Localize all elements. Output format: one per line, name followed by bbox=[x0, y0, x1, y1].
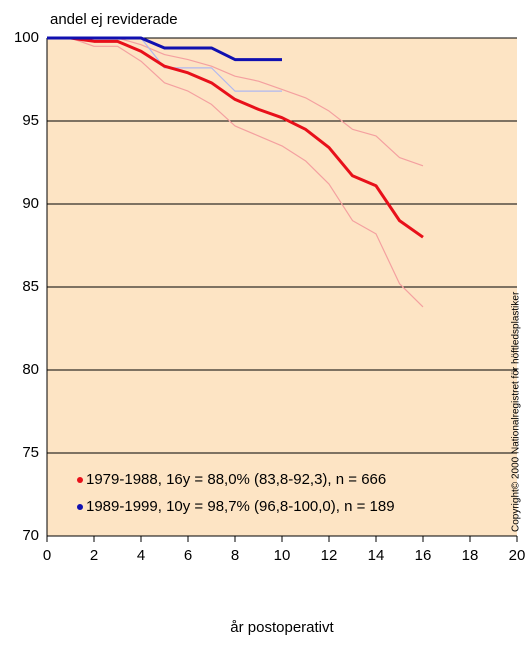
series-line bbox=[47, 36, 424, 239]
x-axis-label: år postoperativt bbox=[230, 619, 334, 636]
legend-marker bbox=[77, 504, 83, 510]
y-tick-label: 75 bbox=[22, 444, 39, 461]
x-tick-label: 16 bbox=[415, 547, 432, 564]
x-tick-label: 18 bbox=[462, 547, 479, 564]
y-tick-label: 85 bbox=[22, 278, 39, 295]
x-tick-label: 12 bbox=[321, 547, 338, 564]
legend-label: 1989-1999, 10y = 98,7% (96,8-100,0), n =… bbox=[86, 498, 395, 515]
x-tick-label: 8 bbox=[231, 547, 239, 564]
y-tick-label: 80 bbox=[22, 361, 39, 378]
copyright: Copyright© 2000 Nationalregistret för hö… bbox=[511, 291, 522, 532]
y-tick-label: 100 bbox=[14, 29, 39, 46]
x-tick-label: 0 bbox=[43, 547, 51, 564]
y-tick-label: 95 bbox=[22, 112, 39, 129]
series-line bbox=[47, 37, 424, 308]
x-tick-label: 4 bbox=[137, 547, 145, 564]
x-tick-label: 2 bbox=[90, 547, 98, 564]
x-tick-label: 14 bbox=[368, 547, 385, 564]
chart-title: andel ej reviderade bbox=[50, 11, 178, 28]
x-tick-label: 20 bbox=[509, 547, 526, 564]
legend-label: 1979-1988, 16y = 88,0% (83,8-92,3), n = … bbox=[86, 471, 386, 488]
y-tick-label: 70 bbox=[22, 527, 39, 544]
x-tick-label: 10 bbox=[274, 547, 291, 564]
x-tick-label: 6 bbox=[184, 547, 192, 564]
legend-marker bbox=[77, 477, 83, 483]
series-line bbox=[47, 36, 282, 62]
y-tick-label: 90 bbox=[22, 195, 39, 212]
